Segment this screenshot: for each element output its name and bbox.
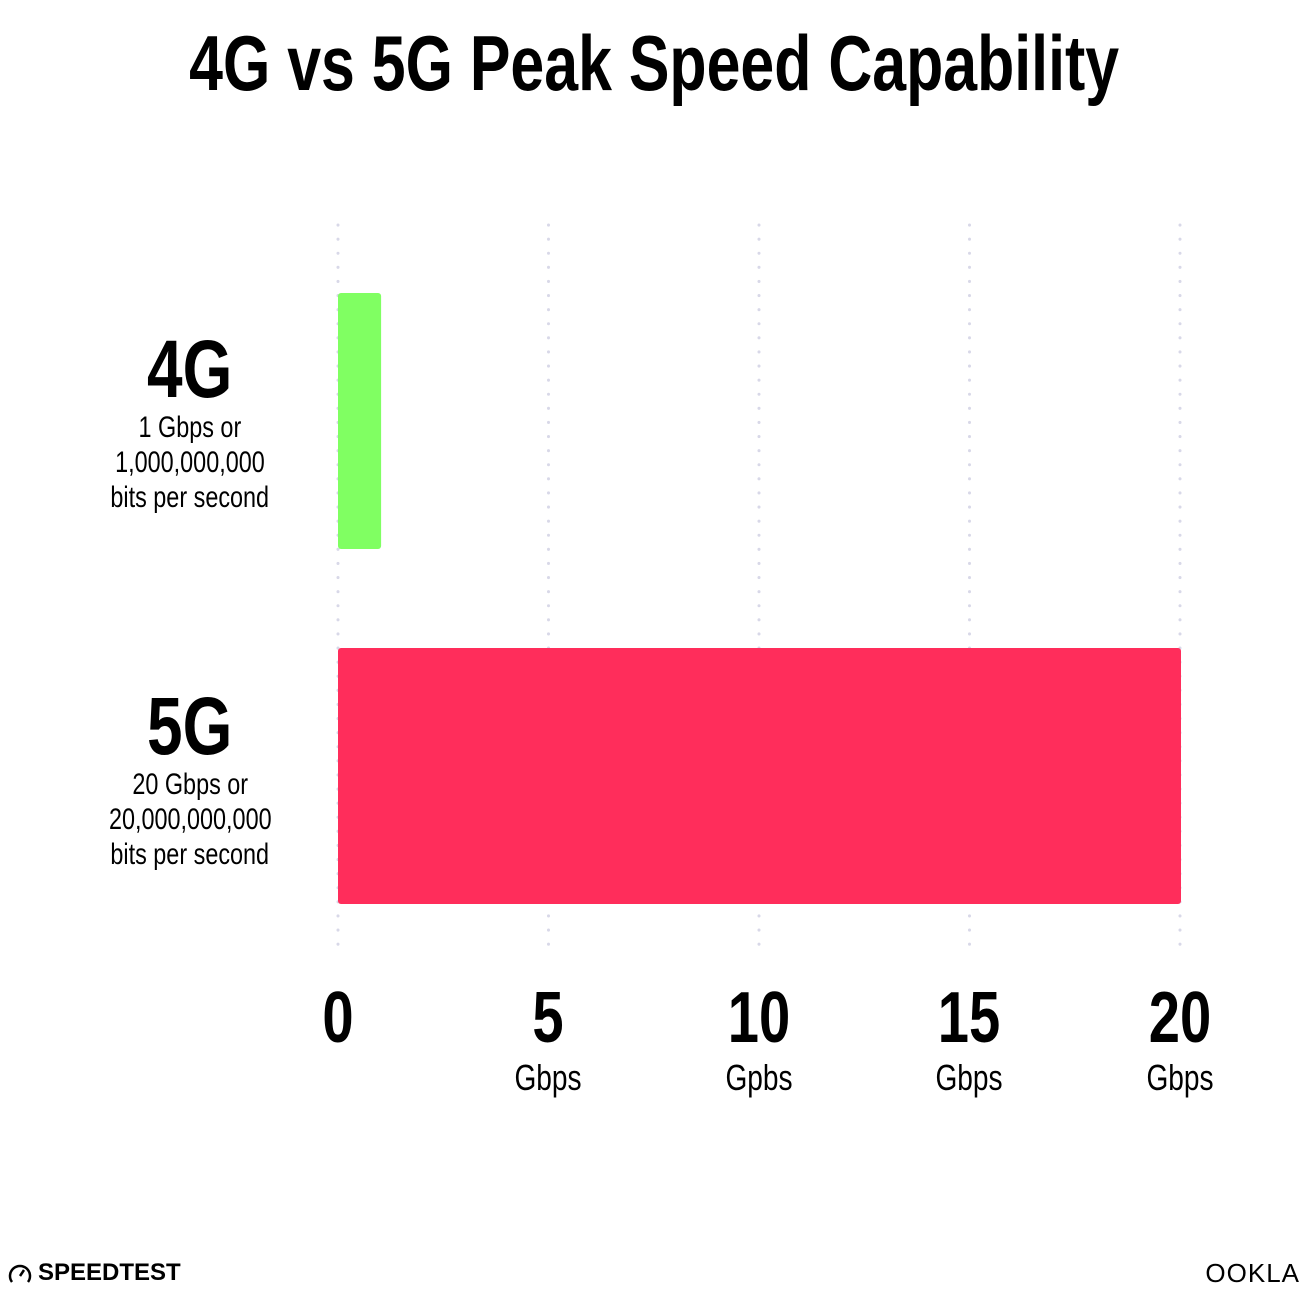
- bar-4g: [338, 293, 382, 549]
- speedtest-logo: SPEEDTEST: [8, 1259, 181, 1287]
- x-tick-label: 10 Gpbs: [659, 978, 859, 1098]
- chart-title: 4G vs 5G Peak Speed Capability: [189, 19, 1119, 107]
- tick-unit: Gbps: [1146, 1057, 1214, 1098]
- x-tick-label: 15 Gbps: [870, 978, 1070, 1098]
- speedometer-icon: [8, 1264, 32, 1283]
- x-tick-label: 5 Gbps: [449, 978, 649, 1098]
- x-tick-label: 0: [238, 978, 438, 1098]
- category-label-5g: 5G 20 Gbps or 20,000,000,000 bits per se…: [108, 681, 272, 872]
- x-tick-label: 20 Gbps: [1080, 978, 1280, 1098]
- category-label-4g: 4G 1 Gbps or 1,000,000,000 bits per seco…: [110, 324, 270, 515]
- tick-value: 5: [532, 978, 565, 1058]
- tick-value: 0: [322, 978, 354, 1058]
- tick-unit: Gpbs: [725, 1057, 793, 1098]
- tick-unit: Gbps: [514, 1057, 583, 1098]
- bar-5g: [338, 648, 1181, 904]
- tick-value: 10: [727, 978, 791, 1058]
- tick-unit: Gbps: [935, 1057, 1004, 1098]
- ookla-logo: OOKLA: [1205, 1258, 1300, 1288]
- tick-value: 20: [1148, 978, 1212, 1058]
- tick-value: 15: [938, 978, 1001, 1058]
